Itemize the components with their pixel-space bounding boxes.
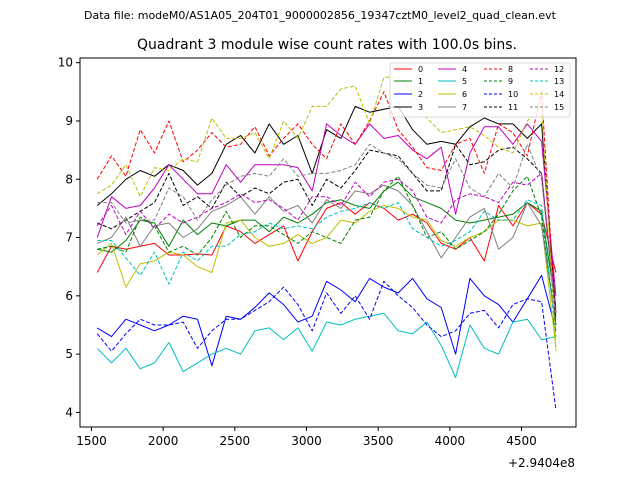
x-tick-label: 4000	[435, 434, 466, 448]
series-line-12	[96, 172, 557, 314]
x-tick-label: 2500	[220, 434, 251, 448]
x-offset-label: +2.9404e8	[508, 456, 575, 470]
series-line-2	[96, 274, 557, 367]
plot-area	[80, 58, 576, 427]
legend-label-15: 15	[554, 103, 564, 112]
y-tick-label: 4	[65, 405, 73, 419]
series-line-4	[96, 123, 557, 296]
legend-label-1: 1	[418, 77, 423, 86]
series-line-1	[97, 181, 557, 308]
series-line-0	[96, 202, 557, 273]
series-line-8	[96, 91, 557, 326]
series-line-11	[97, 143, 557, 320]
legend-label-13: 13	[554, 77, 564, 86]
y-tick-label: 8	[65, 172, 73, 186]
series-layer	[96, 76, 557, 410]
series-line-3	[96, 105, 557, 314]
legend-label-0: 0	[418, 65, 423, 74]
legend-label-2: 2	[418, 90, 423, 99]
plot-frame	[79, 57, 577, 428]
x-tick-label: 4500	[506, 434, 537, 448]
y-tick-label: 7	[65, 231, 73, 245]
x-tick-label: 3000	[291, 434, 322, 448]
x-tick-label: 2000	[148, 434, 179, 448]
chart-title: Quadrant 3 module wise count rates with …	[137, 37, 517, 53]
series-line-9	[97, 175, 557, 326]
legend-label-10: 10	[508, 90, 518, 99]
legend-label-4: 4	[462, 65, 467, 74]
legend-label-8: 8	[508, 65, 513, 74]
x-tick-label: 1500	[76, 434, 107, 448]
legend-box	[389, 62, 571, 118]
legend-label-5: 5	[462, 77, 467, 86]
data-file-label: Data file: modeM0/AS1A05_204T01_90000028…	[84, 9, 557, 22]
legend-label-9: 9	[508, 77, 513, 86]
y-tick-label: 9	[65, 114, 73, 128]
legend-label-3: 3	[418, 103, 423, 112]
legend-label-6: 6	[462, 90, 467, 99]
legend-label-11: 11	[508, 103, 518, 112]
series-line-15	[97, 143, 557, 317]
series-line-5	[96, 312, 557, 378]
series-line-6	[96, 205, 557, 349]
legend-label-7: 7	[462, 103, 467, 112]
series-line-7	[97, 184, 557, 326]
series-line-13	[97, 199, 557, 337]
legend-label-12: 12	[554, 65, 564, 74]
legend-label-14: 14	[554, 90, 564, 99]
series-line-10	[96, 280, 557, 410]
x-axis: 1500 2000 2500 3000 3500 4000 4500	[76, 427, 537, 448]
y-tick-label: 5	[65, 347, 73, 361]
y-tick-label: 10	[58, 56, 73, 70]
y-axis: 4 5 6 7 8 9 10	[58, 56, 80, 419]
x-tick-label: 3500	[363, 434, 394, 448]
y-tick-label: 6	[65, 289, 73, 303]
